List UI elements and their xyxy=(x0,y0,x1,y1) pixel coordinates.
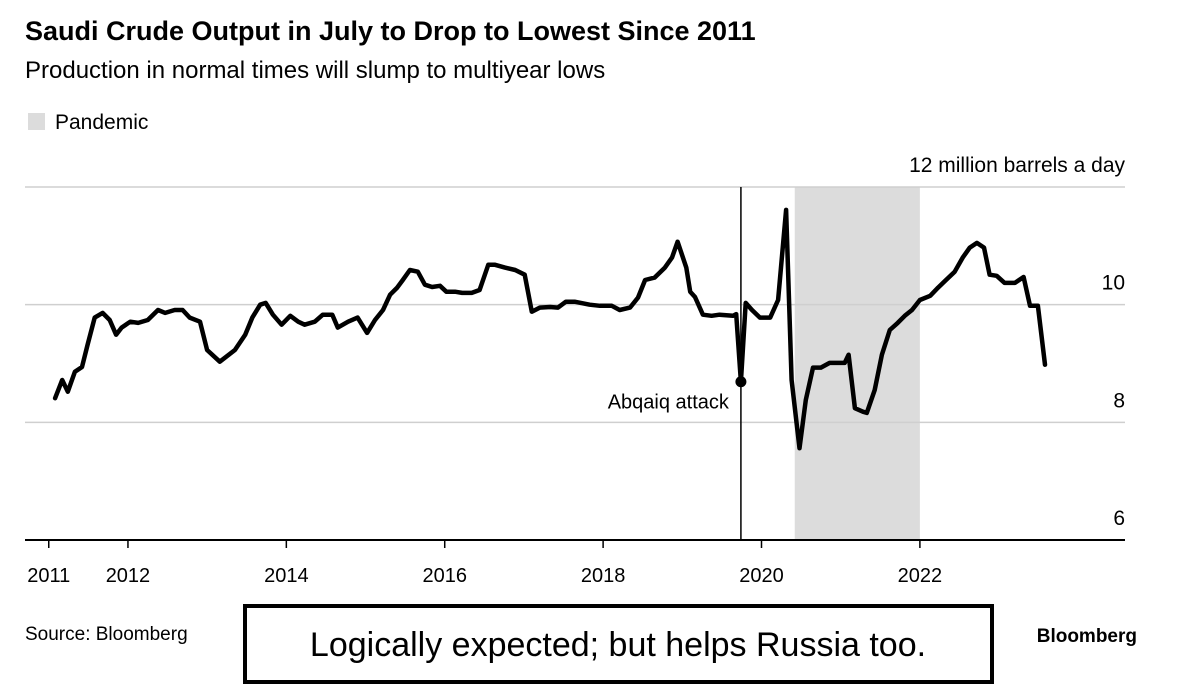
annotation-dot xyxy=(735,376,747,388)
data-line xyxy=(52,207,1048,451)
x-tick-label: 2022 xyxy=(898,565,943,587)
chart-title: Saudi Crude Output in July to Drop to Lo… xyxy=(25,16,756,46)
caption: Logically expected; but helps Russia too… xyxy=(310,626,926,664)
y-tick-label: 12 million barrels a day xyxy=(909,154,1125,177)
plot-area: Pandemic 6 8 10 12 million barrels a day 2011… xyxy=(25,111,1125,587)
chart-subtitle: Production in normal times will slump to… xyxy=(25,57,605,84)
legend-swatch xyxy=(28,113,45,130)
y-tick-label: 10 xyxy=(1102,272,1125,295)
caption-box xyxy=(243,604,994,684)
x-tick-label: 2018 xyxy=(581,565,626,587)
shaded-region xyxy=(794,187,920,540)
x-tick-label: 2016 xyxy=(422,565,467,587)
x-tick-label: 2012 xyxy=(106,565,151,587)
brand: Bloomberg xyxy=(1037,626,1137,647)
x-tick-label: 2020 xyxy=(739,565,784,587)
x-tick-label: 2011 xyxy=(27,565,70,587)
y-tick-label: 8 xyxy=(1113,389,1125,412)
source: Source: Bloomberg xyxy=(25,624,188,645)
y-tick-label: 6 xyxy=(1113,507,1125,530)
legend-label: Pandemic xyxy=(55,111,148,134)
annotation-label: Abqaiq attack xyxy=(608,392,730,414)
x-tick-label: 2014 xyxy=(264,565,309,587)
